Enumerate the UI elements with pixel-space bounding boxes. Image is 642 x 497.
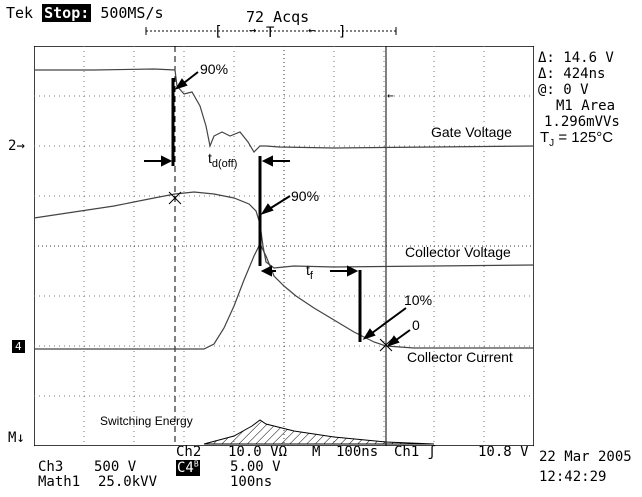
delta-voltage: Δ: 14.6 V	[538, 50, 614, 66]
gate-voltage-label: Gate Voltage	[431, 124, 512, 140]
svg-text:←: ←	[387, 89, 394, 102]
gate-90-percent-label: 90%	[200, 61, 229, 77]
ch3-label: Ch3	[38, 459, 64, 475]
ch2-scale: 10.0 VΩ	[228, 444, 288, 460]
horizontal-mode: M	[312, 444, 321, 460]
math1-timebase: 100ns	[230, 474, 273, 490]
collector-current-trace	[34, 242, 534, 350]
gate-voltage-trace	[34, 68, 534, 153]
acquisition-state-badge: Stop:	[42, 4, 92, 22]
ch4-scale: 5.00 V	[230, 459, 281, 475]
cursor-at-voltage: @: 0 V	[538, 82, 589, 98]
math1-scale: 25.0kVV	[98, 474, 158, 490]
switching-energy-label: Switching Energy	[100, 414, 193, 428]
timebase: 100ns	[336, 444, 379, 460]
math-ground-marker: M↓	[8, 430, 25, 446]
collector-90-percent-label: 90%	[291, 188, 320, 204]
delta-time: Δ: 424ns	[538, 66, 606, 82]
brand-label: Tek	[6, 4, 34, 22]
measurement-readout: Δ: 14.6 V Δ: 424ns @: 0 V M1 Area 1.296m…	[538, 50, 620, 152]
collector-current-label: Collector Current	[407, 349, 513, 365]
collector-voltage-trace	[34, 191, 534, 269]
oscilloscope-graticule: ←	[34, 46, 534, 446]
svg-text:→: →	[249, 23, 256, 37]
ten-percent-label: 10%	[404, 292, 433, 308]
acquisition-count: 72 Acqs	[246, 8, 310, 26]
svg-text:←: ←	[308, 23, 315, 37]
ch2-ground-marker: 2→	[8, 138, 25, 154]
math-area-value: 1.296mVVs	[544, 114, 620, 130]
ch4-label: C4B	[176, 459, 200, 476]
status-header: Tek Stop: 500MS/s	[6, 4, 164, 22]
math1-label: Math1	[38, 474, 81, 490]
sample-rate: 500MS/s	[100, 4, 164, 22]
junction-temperature: TJ = 125°C	[540, 129, 614, 150]
turn-off-delay-label: td(off)	[208, 150, 238, 170]
ch2-label: Ch2	[176, 444, 202, 460]
trigger-source: Ch1 ʃ	[394, 444, 437, 460]
ch3-scale: 500 V	[94, 459, 137, 475]
trigger-level: 10.8 V	[478, 444, 529, 460]
fall-time-label: tf	[306, 262, 313, 282]
svg-text:]: ]	[338, 24, 346, 40]
collector-voltage-label: Collector Voltage	[405, 244, 511, 260]
date-display: 22 Mar 2005	[539, 449, 632, 465]
zero-label: 0	[412, 317, 420, 333]
math-area-label: M1 Area	[556, 98, 616, 114]
ch4-ground-marker: 4	[12, 340, 25, 353]
svg-text:[: [	[214, 24, 222, 40]
trigger-position-marker: T	[266, 25, 275, 41]
record-position-indicator: [ ] → ← T	[145, 23, 397, 41]
time-display: 12:42:29	[539, 469, 607, 485]
switching-energy-trace	[203, 419, 435, 445]
